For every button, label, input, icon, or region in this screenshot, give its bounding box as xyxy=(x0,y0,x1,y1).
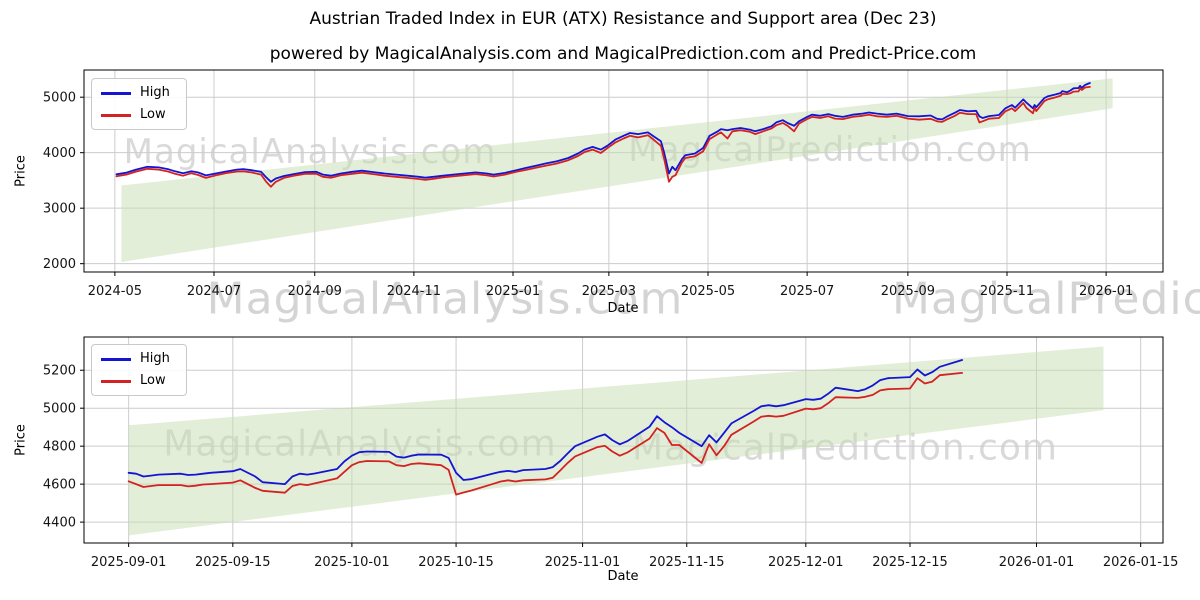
legend-top-chart: High Low xyxy=(91,78,187,130)
high-line-swatch xyxy=(101,357,131,361)
x-tick-label: 2025-10-15 xyxy=(418,555,494,570)
y-axis-label-top-chart: Price xyxy=(13,155,29,187)
y-tick-label: 4400 xyxy=(43,516,76,531)
chart-title: Austrian Traded Index in EUR (ATX) Resis… xyxy=(309,9,937,29)
x-axis-label-top-chart: Date xyxy=(607,301,639,316)
legend-label-high: High xyxy=(140,85,170,100)
y-tick-label: 3000 xyxy=(43,202,76,217)
low-line xyxy=(115,86,1091,188)
x-tick-label: 2025-03 xyxy=(582,284,636,299)
low-line-swatch xyxy=(101,113,131,117)
high-line-swatch xyxy=(101,91,131,95)
y-tick-label: 4600 xyxy=(43,478,76,493)
x-tick-label: 2026-01 xyxy=(1079,284,1133,299)
x-axis-label-bottom-chart: Date xyxy=(607,569,639,584)
x-tick-label: 2025-01 xyxy=(486,284,540,299)
x-tick-label: 2024-07 xyxy=(187,284,241,299)
legend-label-low: Low xyxy=(140,107,166,122)
y-tick-label: 4800 xyxy=(43,440,76,455)
legend-item-high: High xyxy=(101,86,177,100)
legend-bottom-chart: High Low xyxy=(91,344,187,396)
x-tick-label: 2025-09-01 xyxy=(91,555,167,570)
legend-label-high: High xyxy=(140,351,170,366)
legend-item-high: High xyxy=(101,352,177,366)
plot-border xyxy=(83,336,1164,544)
x-tick-label: 2025-09-15 xyxy=(195,555,271,570)
x-tick-label: 2024-11 xyxy=(387,284,441,299)
x-tick-label: 2025-05 xyxy=(681,284,735,299)
plot-border xyxy=(83,69,1164,273)
x-tick-label: 2025-11-15 xyxy=(649,555,725,570)
y-tick-label: 5000 xyxy=(43,402,76,417)
x-tick-label: 2025-10-01 xyxy=(314,555,390,570)
y-tick-label: 2000 xyxy=(43,257,76,272)
legend-item-low: Low xyxy=(101,374,177,388)
support-resistance-band xyxy=(121,78,1113,263)
y-tick-label: 5200 xyxy=(43,364,76,379)
x-tick-label: 2025-11 xyxy=(980,284,1034,299)
x-tick-label: 2025-11-01 xyxy=(545,555,621,570)
x-tick-label: 2024-05 xyxy=(88,284,142,299)
x-tick-label: 2026-01-01 xyxy=(999,555,1075,570)
x-tick-label: 2025-12-15 xyxy=(872,555,948,570)
watermark-prediction: MagicalPrediction.com xyxy=(892,273,1200,325)
x-tick-label: 2025-09 xyxy=(881,284,935,299)
legend-label-low: Low xyxy=(140,373,166,388)
low-line xyxy=(127,371,963,496)
chart-subtitle: powered by MagicalAnalysis.com and Magic… xyxy=(269,44,977,64)
x-tick-label: 2025-12-01 xyxy=(768,555,844,570)
y-tick-label: 5000 xyxy=(43,91,76,106)
legend-item-low: Low xyxy=(101,108,177,122)
y-axis-label-bottom-chart: Price xyxy=(13,424,29,456)
x-tick-label: 2025-07 xyxy=(780,284,834,299)
x-tick-label: 2024-09 xyxy=(288,284,342,299)
support-resistance-band xyxy=(128,346,1104,536)
y-tick-label: 4000 xyxy=(43,146,76,161)
watermark-analysis: MagicalAnalysis.com xyxy=(206,273,684,325)
low-line-swatch xyxy=(101,379,131,383)
high-line xyxy=(115,82,1091,183)
x-tick-label: 2026-01-15 xyxy=(1103,555,1179,570)
high-line xyxy=(127,359,963,486)
